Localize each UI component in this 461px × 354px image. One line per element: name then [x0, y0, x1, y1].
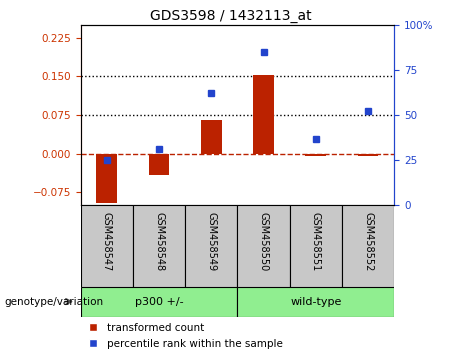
Bar	[237, 287, 394, 317]
Bar	[148, 154, 170, 175]
Bar	[237, 205, 290, 287]
Bar	[81, 205, 133, 287]
Text: wild-type: wild-type	[290, 297, 342, 307]
Text: p300 +/-: p300 +/-	[135, 297, 183, 307]
Bar	[81, 287, 237, 317]
Text: GSM458549: GSM458549	[206, 212, 216, 271]
Bar	[185, 205, 237, 287]
Bar	[305, 154, 326, 156]
Text: GSM458552: GSM458552	[363, 212, 373, 271]
Legend: transformed count, percentile rank within the sample: transformed count, percentile rank withi…	[88, 323, 283, 349]
Text: genotype/variation: genotype/variation	[5, 297, 104, 307]
Bar	[342, 205, 394, 287]
Bar	[358, 154, 378, 156]
Text: GSM458550: GSM458550	[259, 212, 269, 271]
Bar	[96, 154, 117, 203]
Text: GSM458551: GSM458551	[311, 212, 321, 271]
Bar	[290, 205, 342, 287]
Bar	[253, 75, 274, 154]
Text: GSM458548: GSM458548	[154, 212, 164, 271]
Text: GSM458547: GSM458547	[102, 212, 112, 271]
Text: GDS3598 / 1432113_at: GDS3598 / 1432113_at	[150, 9, 311, 23]
Bar	[133, 205, 185, 287]
Bar	[201, 120, 222, 154]
